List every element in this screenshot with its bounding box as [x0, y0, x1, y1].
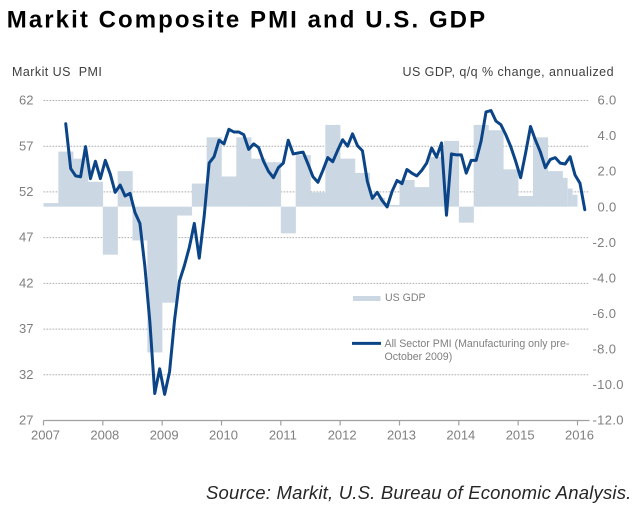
- svg-text:Markit Composite PMI and U.S.: Markit Composite PMI and U.S. GDP: [7, 6, 487, 33]
- svg-text:US GDP: US GDP: [385, 292, 426, 304]
- svg-text:2007: 2007: [31, 428, 60, 443]
- svg-text:62: 62: [19, 93, 33, 108]
- svg-text:0.0: 0.0: [598, 199, 617, 214]
- svg-text:2010: 2010: [209, 428, 238, 443]
- svg-text:57: 57: [19, 138, 33, 153]
- svg-text:47: 47: [19, 230, 33, 245]
- svg-text:2009: 2009: [150, 428, 179, 443]
- svg-text:-10.0: -10.0: [593, 377, 624, 392]
- svg-text:-2.0: -2.0: [593, 235, 617, 250]
- svg-text:All Sector PMI (Manufacturing: All Sector PMI (Manufacturing only pre-: [385, 338, 570, 350]
- svg-text:6.0: 6.0: [598, 93, 617, 108]
- svg-text:42: 42: [19, 275, 33, 290]
- svg-text:4.0: 4.0: [598, 128, 617, 143]
- svg-text:2008: 2008: [90, 428, 119, 443]
- svg-text:Source: Markit, U.S. Bureau of: Source: Markit, U.S. Bureau of Economic …: [206, 482, 632, 503]
- svg-text:2012: 2012: [328, 428, 357, 443]
- svg-text:32: 32: [19, 367, 33, 382]
- svg-text:2016: 2016: [565, 428, 594, 443]
- svg-text:2.0: 2.0: [598, 164, 617, 179]
- svg-text:52: 52: [19, 184, 33, 199]
- svg-text:2013: 2013: [387, 428, 416, 443]
- svg-text:-12.0: -12.0: [593, 413, 624, 428]
- svg-text:-4.0: -4.0: [593, 270, 617, 285]
- svg-text:October 2009): October 2009): [385, 351, 453, 363]
- svg-text:US GDP, q/q % change, annualiz: US GDP, q/q % change, annualized: [402, 65, 614, 79]
- svg-text:-8.0: -8.0: [593, 341, 617, 356]
- svg-text:2015: 2015: [506, 428, 535, 443]
- svg-text:2014: 2014: [446, 428, 475, 443]
- svg-text:-6.0: -6.0: [593, 306, 617, 321]
- svg-text:Markit US PMI: Markit US PMI: [12, 65, 102, 79]
- svg-text:27: 27: [19, 413, 33, 428]
- svg-text:2011: 2011: [269, 428, 297, 443]
- svg-text:37: 37: [19, 321, 33, 336]
